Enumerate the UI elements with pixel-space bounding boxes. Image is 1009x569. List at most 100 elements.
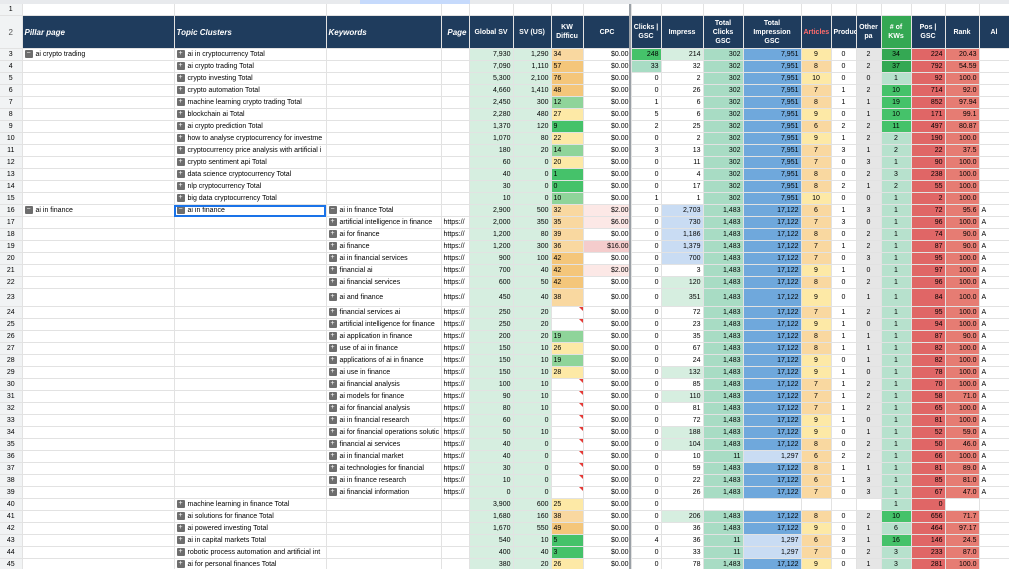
sv-us-cell[interactable]: 80: [513, 132, 552, 145]
impressions-cell[interactable]: 17: [661, 180, 704, 193]
page-link-cell[interactable]: https://: [441, 306, 470, 319]
expand-group-icon[interactable]: [328, 278, 337, 287]
page-link-cell[interactable]: [441, 156, 470, 169]
row-number[interactable]: 12: [0, 156, 23, 169]
table-row[interactable]: 38ai in finance researchhttps://100$0.00…: [0, 474, 1009, 487]
row-number[interactable]: 38: [0, 474, 23, 487]
row-number[interactable]: 11: [0, 144, 23, 157]
keyword-cell[interactable]: ai in financial services: [326, 252, 442, 265]
other-pages-cell[interactable]: 1: [856, 534, 882, 547]
product-cell[interactable]: 1: [831, 318, 857, 331]
pos-gsc-cell[interactable]: 81: [911, 414, 946, 427]
rank-cell[interactable]: 100.0: [945, 414, 980, 427]
keyword-cell[interactable]: [326, 96, 442, 109]
clicks-cell[interactable]: 1: [631, 96, 662, 109]
pos-gsc-cell[interactable]: 22: [911, 144, 946, 157]
kw-difficulty-cell[interactable]: 10: [551, 192, 584, 205]
page-link-cell[interactable]: https://: [441, 486, 470, 499]
other-pages-cell[interactable]: 1: [856, 462, 882, 475]
other-pages-cell[interactable]: 2: [856, 228, 882, 241]
articles-cell[interactable]: 9: [801, 264, 832, 277]
table-row[interactable]: 30ai financial analysishttps://10010$0.0…: [0, 378, 1009, 391]
total-impressions-cell[interactable]: 17,122: [743, 318, 802, 331]
total-impressions-cell[interactable]: 1,297: [743, 534, 802, 547]
other-pages-cell[interactable]: 3: [856, 486, 882, 499]
extra-cell[interactable]: A: [979, 318, 1009, 331]
topic-cell[interactable]: [174, 402, 327, 415]
clicks-cell[interactable]: 0: [631, 450, 662, 463]
expand-group-icon[interactable]: [328, 416, 337, 425]
row-number[interactable]: 25: [0, 318, 23, 331]
header-total-clicks[interactable]: Total Clicks GSC: [703, 15, 744, 49]
pillar-cell[interactable]: [22, 168, 175, 181]
row-number[interactable]: 10: [0, 132, 23, 145]
pillar-cell[interactable]: [22, 120, 175, 133]
total-clicks-cell[interactable]: 1,483: [703, 306, 744, 319]
other-pages-cell[interactable]: 2: [856, 450, 882, 463]
sv-us-cell[interactable]: 10: [513, 378, 552, 391]
num-kws-cell[interactable]: 16: [881, 534, 912, 547]
total-impressions-cell[interactable]: 1,297: [743, 450, 802, 463]
pillar-cell[interactable]: [22, 366, 175, 379]
total-clicks-cell[interactable]: 1,483: [703, 354, 744, 367]
cpc-cell[interactable]: $0.00: [583, 414, 632, 427]
extra-cell[interactable]: [979, 498, 1009, 511]
keyword-cell[interactable]: [326, 108, 442, 121]
row-number[interactable]: 22: [0, 276, 23, 289]
articles-cell[interactable]: 7: [801, 306, 832, 319]
num-kws-cell[interactable]: 1: [881, 354, 912, 367]
table-row[interactable]: 19 ai finance https://1,20030036$16.0001,3…: [0, 240, 1009, 253]
rank-cell[interactable]: 71.7: [945, 510, 980, 523]
total-clicks-cell[interactable]: 1,483: [703, 414, 744, 427]
pos-gsc-cell[interactable]: 94: [911, 318, 946, 331]
sv-us-cell[interactable]: 2,100: [513, 72, 552, 85]
impressions-cell[interactable]: 206: [661, 510, 704, 523]
page-link-cell[interactable]: [441, 204, 470, 217]
pos-gsc-cell[interactable]: 67: [911, 486, 946, 499]
cpc-cell[interactable]: $0.00: [583, 390, 632, 403]
cpc-cell[interactable]: $0.00: [583, 450, 632, 463]
expand-group-icon[interactable]: [328, 368, 337, 377]
pos-gsc-cell[interactable]: 96: [911, 276, 946, 289]
page-link-cell[interactable]: [441, 534, 470, 547]
sv-us-cell[interactable]: 0: [513, 192, 552, 205]
topic-cell[interactable]: ai for personal finances Total: [174, 558, 327, 569]
cpc-cell[interactable]: $0.00: [583, 192, 632, 205]
topic-cell[interactable]: [174, 486, 327, 499]
impressions-cell[interactable]: 11: [661, 156, 704, 169]
expand-group-icon[interactable]: [176, 146, 185, 155]
table-row[interactable]: 11 cryptocurrency price analysis with art…: [0, 144, 1009, 157]
header-sv-us[interactable]: SV (US): [513, 15, 552, 49]
product-cell[interactable]: 1: [831, 366, 857, 379]
global-sv-cell[interactable]: 4,660: [469, 84, 514, 97]
pos-gsc-cell[interactable]: 70: [911, 378, 946, 391]
total-clicks-cell[interactable]: 1,483: [703, 252, 744, 265]
num-kws-cell[interactable]: 1: [881, 192, 912, 205]
kw-difficulty-cell[interactable]: 39: [551, 228, 584, 241]
column-header-bar[interactable]: [0, 0, 1009, 4]
other-pages-cell[interactable]: 1: [856, 354, 882, 367]
expand-group-icon[interactable]: [176, 560, 185, 569]
product-cell[interactable]: 1: [831, 84, 857, 97]
clicks-cell[interactable]: 0: [631, 252, 662, 265]
pillar-cell[interactable]: [22, 276, 175, 289]
clicks-cell[interactable]: 0: [631, 168, 662, 181]
product-cell[interactable]: 2: [831, 180, 857, 193]
other-pages-cell[interactable]: 0: [856, 264, 882, 277]
other-pages-cell[interactable]: 1: [856, 342, 882, 355]
topic-cell[interactable]: [174, 378, 327, 391]
row-number[interactable]: 28: [0, 354, 23, 367]
keyword-cell[interactable]: ai in finance Total: [326, 204, 442, 217]
impressions-cell[interactable]: 3: [661, 264, 704, 277]
page-link-cell[interactable]: https://: [441, 330, 470, 343]
total-impressions-cell[interactable]: 17,122: [743, 378, 802, 391]
extra-cell[interactable]: A: [979, 240, 1009, 253]
cpc-cell[interactable]: $0.00: [583, 180, 632, 193]
pos-gsc-cell[interactable]: 464: [911, 522, 946, 535]
articles-cell[interactable]: 7: [801, 84, 832, 97]
product-cell[interactable]: 0: [831, 354, 857, 367]
global-sv-cell[interactable]: 380: [469, 558, 514, 569]
total-impressions-cell[interactable]: 7,951: [743, 132, 802, 145]
clicks-cell[interactable]: 248: [631, 48, 662, 61]
table-row[interactable]: 16ai in financeai in financeai in financ…: [0, 204, 1009, 217]
